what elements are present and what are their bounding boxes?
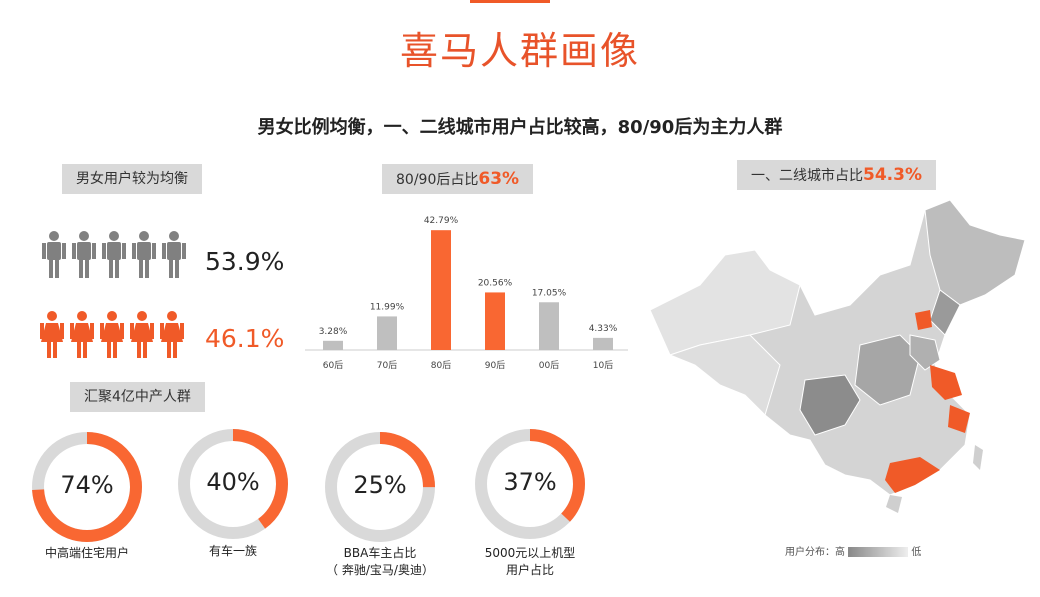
bar-80后 (431, 230, 451, 350)
bar-00后 (539, 302, 559, 350)
donut-label: BBA车主占比（ 奔驰/宝马/奥迪） (326, 546, 434, 577)
donut-label: 有车一族 (208, 544, 257, 558)
donut-label: 中高端住宅用户 (44, 546, 129, 560)
bar-10后 (593, 337, 613, 350)
bar-value-label: 11.99% (370, 302, 405, 312)
x-tick-label: 60后 (323, 360, 343, 371)
x-tick-label: 80后 (431, 360, 451, 371)
middle-class-tag: 汇聚4亿中产人群 (70, 382, 205, 412)
female-percent: 46.1% (205, 324, 285, 353)
city-tag: 一、二线城市占比54.3% (737, 160, 936, 190)
donut-value: 37% (503, 468, 557, 496)
page-subtitle: 男女比例均衡，一、二线城市用户占比较高，80/90后为主力人群 (257, 117, 783, 138)
x-tick-label: 90后 (485, 360, 505, 371)
legend-gradient (848, 547, 909, 557)
bar-60后 (323, 340, 343, 350)
donut-3: 25% (320, 427, 440, 551)
gender-tag: 男女用户较为均衡 (62, 164, 202, 194)
age-tag-label: 80/90后占比 (396, 172, 479, 188)
age-bar-chart: 3.28% 60后 11.99% 70后 42.79% 80后 20.56% 90后 17.05… (305, 216, 628, 371)
bar-value-label: 4.33% (589, 324, 618, 334)
bar-value-label: 20.56% (478, 278, 513, 288)
legend-low: 低 (911, 547, 922, 558)
donut-value: 40% (206, 468, 260, 496)
x-tick-label: 00后 (539, 360, 559, 371)
top-accent-bar (470, 0, 550, 3)
bar-70后 (377, 316, 397, 350)
bar-value-label: 17.05% (532, 288, 567, 298)
male-icons (40, 230, 190, 282)
bar-value-label: 3.28% (319, 327, 348, 337)
legend-high: 高 (835, 547, 845, 558)
x-tick-label: 10后 (593, 360, 613, 371)
donut-label: 5000元以上机型 用户占比 (484, 546, 576, 577)
donut-value: 74% (60, 471, 114, 499)
donut-2: 40% (173, 424, 293, 548)
donut-value: 25% (353, 471, 407, 499)
legend-label: 用户分布： (785, 547, 835, 558)
age-tag-value: 63% (478, 169, 520, 189)
city-tag-label: 一、二线城市占比 (751, 168, 863, 184)
map-legend: 用户分布：高 低 (785, 543, 921, 558)
x-tick-label: 70后 (377, 360, 397, 371)
bar-value-label: 42.79% (424, 216, 459, 226)
bar-90后 (485, 292, 505, 350)
donut-4: 37% (470, 424, 590, 548)
age-tag: 80/90后占比63% (382, 164, 534, 194)
male-percent: 53.9% (205, 247, 285, 276)
female-icons (38, 310, 188, 362)
donut-1: 74% (27, 427, 147, 551)
city-tag-value: 54.3% (863, 165, 922, 185)
china-map (649, 199, 1026, 513)
page-title: 喜马人群画像 (399, 29, 640, 73)
